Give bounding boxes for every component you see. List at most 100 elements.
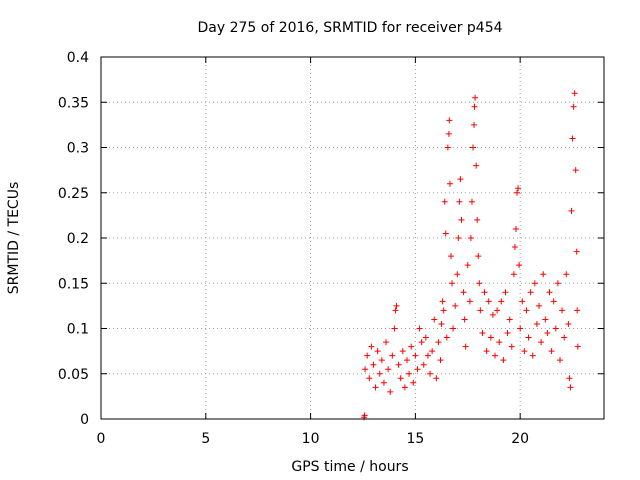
data-point (546, 289, 553, 296)
data-point (366, 375, 373, 382)
data-point (385, 366, 392, 373)
x-tick-label: 20 (511, 431, 529, 447)
data-point (477, 307, 484, 314)
data-point (391, 325, 398, 332)
data-point (460, 289, 467, 296)
x-tick-labels: 0 5 10 15 20 (97, 431, 530, 447)
data-point (410, 379, 417, 386)
data-point (514, 189, 521, 196)
data-point (568, 207, 575, 214)
data-point (468, 198, 475, 205)
axis-ticks (100, 56, 604, 420)
data-point (574, 307, 581, 314)
data-point (445, 130, 452, 137)
data-point (392, 307, 399, 314)
y-tick-label: 0.05 (58, 367, 89, 383)
data-point (485, 298, 492, 305)
data-point (504, 330, 511, 337)
data-point (429, 348, 436, 355)
data-point (566, 375, 573, 382)
data-point (494, 307, 501, 314)
data-point (500, 357, 507, 364)
data-point (435, 339, 442, 346)
data-point (506, 316, 513, 323)
data-point (533, 320, 540, 327)
data-point (442, 230, 449, 237)
data-point (395, 361, 402, 368)
data-point (474, 216, 481, 223)
data-point (540, 271, 547, 278)
data-point (471, 103, 478, 110)
data-point (378, 357, 385, 364)
y-tick-label: 0.1 (67, 322, 89, 338)
data-point (422, 334, 429, 341)
y-tick-label: 0.4 (67, 50, 89, 66)
data-point (443, 334, 450, 341)
data-point (508, 343, 515, 350)
data-point (389, 352, 396, 359)
data-point (527, 289, 534, 296)
y-tick-label: 0.2 (67, 231, 89, 247)
x-tick-label: 15 (406, 431, 424, 447)
data-point (548, 348, 555, 355)
data-point (450, 325, 457, 332)
data-point (424, 352, 431, 359)
data-point (433, 375, 440, 382)
data-point (473, 162, 480, 169)
data-point (572, 167, 579, 174)
data-point (565, 320, 572, 327)
x-tick-label: 5 (201, 431, 210, 447)
data-point (383, 339, 390, 346)
data-point (512, 225, 519, 232)
data-point (464, 262, 471, 269)
data-point (556, 357, 563, 364)
data-point (414, 366, 421, 373)
data-point (393, 302, 400, 309)
data-point (408, 343, 415, 350)
y-tick-labels: 0 0.05 0.1 0.15 0.2 0.25 0.3 0.35 0.4 (58, 50, 89, 428)
data-point (431, 316, 438, 323)
data-point (521, 348, 528, 355)
data-point (472, 94, 479, 101)
data-point (561, 334, 568, 341)
data-point (362, 366, 369, 373)
data-point (374, 348, 381, 355)
data-point (467, 235, 474, 241)
data-point (441, 198, 448, 205)
data-point (437, 357, 444, 364)
data-point (401, 384, 408, 391)
data-point (397, 375, 404, 382)
data-point (416, 325, 423, 332)
data-point (475, 253, 482, 260)
data-point (457, 176, 464, 183)
data-point (420, 361, 427, 368)
data-point (418, 339, 425, 346)
data-point (406, 370, 413, 377)
data-point (448, 253, 455, 260)
data-point (529, 352, 536, 359)
data-point (452, 302, 459, 309)
data-point (510, 271, 517, 278)
data-point (456, 198, 463, 205)
data-point (536, 302, 543, 309)
y-tick-label: 0.35 (58, 95, 89, 111)
data-point (476, 280, 483, 287)
data-point (550, 298, 557, 305)
data-point (483, 348, 490, 355)
data-point (531, 280, 538, 287)
data-point (455, 235, 462, 241)
data-point (446, 117, 453, 124)
data-point (502, 289, 509, 296)
data-point (552, 325, 559, 332)
data-point (554, 280, 561, 287)
data-point (544, 330, 551, 337)
data-point (517, 325, 524, 332)
data-point (454, 271, 461, 278)
data-point (479, 330, 486, 337)
data-point (444, 144, 451, 151)
data-point (487, 334, 494, 341)
data-point (399, 348, 406, 355)
data-point (449, 280, 456, 287)
